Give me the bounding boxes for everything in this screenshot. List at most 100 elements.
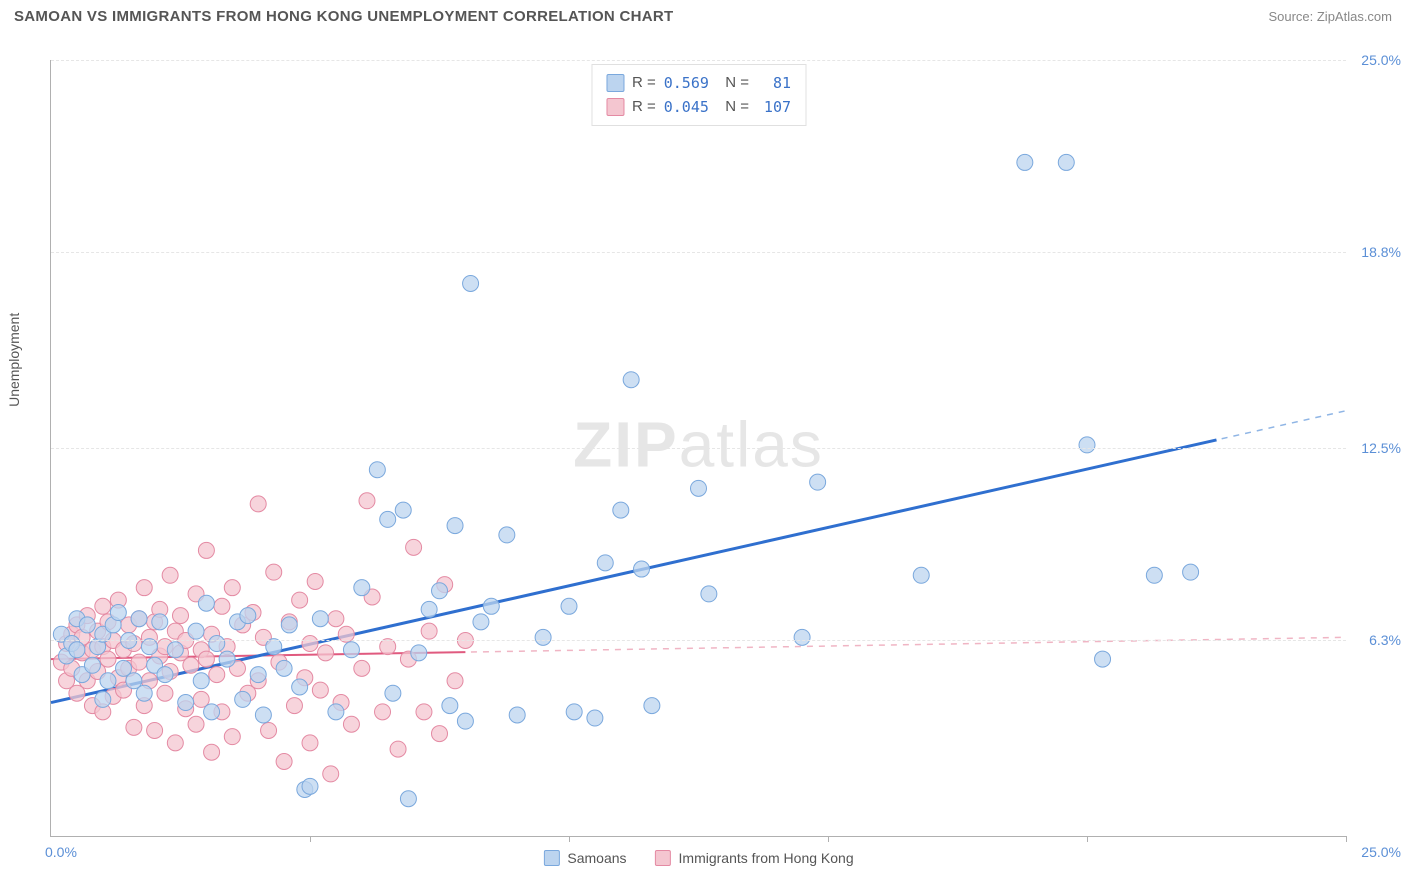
data-point bbox=[535, 629, 551, 645]
data-point bbox=[613, 502, 629, 518]
y-tick-label: 18.8% bbox=[1351, 244, 1401, 260]
data-point bbox=[79, 617, 95, 633]
y-tick-label: 6.3% bbox=[1351, 632, 1401, 648]
data-point bbox=[95, 691, 111, 707]
data-point bbox=[343, 642, 359, 658]
data-point bbox=[447, 673, 463, 689]
data-point bbox=[110, 605, 126, 621]
data-point bbox=[209, 636, 225, 652]
data-point bbox=[442, 698, 458, 714]
data-point bbox=[463, 275, 479, 291]
x-tick-mark bbox=[1346, 836, 1347, 842]
data-point bbox=[634, 561, 650, 577]
legend-swatch bbox=[606, 74, 624, 92]
data-point bbox=[307, 573, 323, 589]
data-point bbox=[509, 707, 525, 723]
data-point bbox=[224, 729, 240, 745]
data-point bbox=[266, 564, 282, 580]
data-point bbox=[561, 598, 577, 614]
data-point bbox=[483, 598, 499, 614]
data-point bbox=[157, 685, 173, 701]
data-point bbox=[328, 611, 344, 627]
data-point bbox=[473, 614, 489, 630]
data-point bbox=[147, 722, 163, 738]
legend-swatch bbox=[606, 98, 624, 116]
data-point bbox=[701, 586, 717, 602]
data-point bbox=[136, 685, 152, 701]
data-point bbox=[421, 601, 437, 617]
data-point bbox=[312, 682, 328, 698]
data-point bbox=[162, 567, 178, 583]
data-point bbox=[328, 704, 344, 720]
data-point bbox=[1095, 651, 1111, 667]
data-point bbox=[173, 608, 189, 624]
source-link[interactable]: ZipAtlas.com bbox=[1317, 9, 1392, 24]
data-point bbox=[395, 502, 411, 518]
x-tick-mark bbox=[310, 836, 311, 842]
data-point bbox=[250, 667, 266, 683]
data-point bbox=[204, 744, 220, 760]
data-point bbox=[131, 611, 147, 627]
data-point bbox=[219, 651, 235, 667]
x-axis-max: 25.0% bbox=[1351, 844, 1401, 860]
data-point bbox=[188, 623, 204, 639]
data-point bbox=[354, 660, 370, 676]
data-point bbox=[1183, 564, 1199, 580]
legend-n-value: 107 bbox=[757, 95, 791, 119]
data-point bbox=[302, 778, 318, 794]
data-point bbox=[167, 735, 183, 751]
data-point bbox=[204, 704, 220, 720]
data-point bbox=[126, 719, 142, 735]
data-point bbox=[255, 707, 271, 723]
data-point bbox=[214, 598, 230, 614]
series-legend: Samoans Immigrants from Hong Kong bbox=[543, 850, 853, 866]
legend-label: Samoans bbox=[567, 850, 626, 866]
data-point bbox=[178, 695, 194, 711]
legend-stat-row: R = 0.045 N = 107 bbox=[606, 95, 791, 119]
data-point bbox=[587, 710, 603, 726]
data-point bbox=[810, 474, 826, 490]
data-point bbox=[302, 735, 318, 751]
legend-label: Immigrants from Hong Kong bbox=[679, 850, 854, 866]
data-point bbox=[432, 726, 448, 742]
gridline bbox=[51, 448, 1346, 449]
data-point bbox=[240, 608, 256, 624]
data-point bbox=[69, 642, 85, 658]
data-point bbox=[131, 654, 147, 670]
data-point bbox=[312, 611, 328, 627]
data-point bbox=[281, 617, 297, 633]
data-point bbox=[100, 673, 116, 689]
data-point bbox=[597, 555, 613, 571]
data-point bbox=[276, 660, 292, 676]
data-point bbox=[421, 623, 437, 639]
gridline bbox=[51, 60, 1346, 61]
data-point bbox=[369, 462, 385, 478]
legend-r-label: R = bbox=[632, 95, 656, 119]
legend-n-value: 81 bbox=[757, 71, 791, 95]
data-point bbox=[1079, 437, 1095, 453]
data-point bbox=[157, 667, 173, 683]
data-point bbox=[167, 642, 183, 658]
legend-swatch bbox=[655, 850, 671, 866]
data-point bbox=[499, 527, 515, 543]
data-point bbox=[209, 667, 225, 683]
data-point bbox=[644, 698, 660, 714]
data-point bbox=[406, 539, 422, 555]
data-point bbox=[913, 567, 929, 583]
y-tick-label: 12.5% bbox=[1351, 440, 1401, 456]
legend-swatch bbox=[543, 850, 559, 866]
legend-n-label: N = bbox=[717, 71, 749, 95]
x-tick-mark bbox=[828, 836, 829, 842]
legend-r-label: R = bbox=[632, 71, 656, 95]
data-point bbox=[380, 511, 396, 527]
data-point bbox=[302, 636, 318, 652]
data-point bbox=[183, 657, 199, 673]
data-point bbox=[136, 580, 152, 596]
legend-r-value: 0.569 bbox=[664, 71, 709, 95]
data-point bbox=[198, 542, 214, 558]
data-point bbox=[447, 518, 463, 534]
data-point bbox=[1146, 567, 1162, 583]
correlation-legend: R = 0.569 N = 81R = 0.045 N = 107 bbox=[591, 64, 806, 126]
legend-n-label: N = bbox=[717, 95, 749, 119]
x-tick-mark bbox=[1087, 836, 1088, 842]
